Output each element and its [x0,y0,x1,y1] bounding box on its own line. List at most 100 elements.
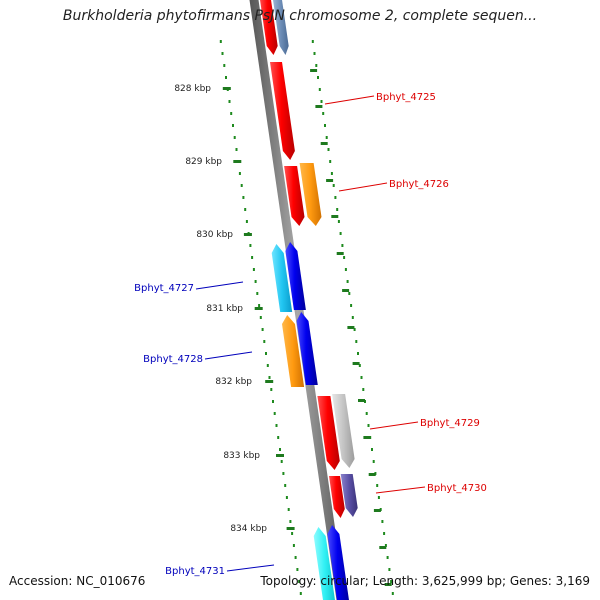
genome-stats-text: Topology: circular; Length: 3,625,999 bp… [260,574,590,588]
gene-arrow-bphyt-4730b[interactable] [340,474,358,517]
major-tick [222,87,231,90]
gene-arrow-bphyt-4729a[interactable] [317,396,340,470]
position-ticks [222,69,392,586]
guide-dot [223,64,226,67]
guide-dot [238,172,241,175]
gene-label-bphyt-4728[interactable]: Bphyt_4728 [143,354,203,365]
gene-label-bphyt-4727[interactable]: Bphyt_4727 [134,283,194,294]
guide-dot [285,496,288,499]
gene-label-bphyt-4730[interactable]: Bphyt_4730 [427,483,487,494]
guide-dot [268,376,271,379]
minor-tick [368,473,376,476]
guide-dot [372,460,375,463]
tick-label-833: 833 kbp [223,451,260,461]
minor-tick [336,252,344,255]
guide-dot [282,472,285,475]
minor-tick [373,509,381,512]
guide-dot [289,520,292,523]
guide-dot [270,388,273,391]
guide-dot [346,280,349,283]
gene-arrow-bphyt-4730a[interactable] [329,476,345,518]
leader-bphyt-4727 [195,281,244,290]
guide-dot [357,352,359,355]
leader-bphyt-4729 [369,421,419,430]
guide-dot [292,544,295,547]
major-tick [276,454,284,457]
guide-dot [330,172,333,175]
guide-dot [325,136,328,139]
guide-dot [242,196,245,199]
gene-label-bphyt-4726[interactable]: Bphyt_4726 [389,179,449,190]
gene-features[interactable] [259,0,358,600]
guide-dot [273,412,276,415]
minor-tick [320,142,328,145]
guide-dot [311,40,314,43]
gene-arrow-top-steel[interactable] [272,0,289,55]
gene-arrow-bphyt-4726a[interactable] [284,166,305,226]
gene-arrow-bphyt-4731b[interactable] [327,525,349,600]
guide-dot [388,568,391,571]
gene-label-bphyt-4729[interactable]: Bphyt_4729 [420,418,480,429]
guide-dot [336,208,339,211]
gene-label-bphyt-4725[interactable]: Bphyt_4725 [376,92,436,103]
guide-dot [350,304,353,307]
guide-dot [390,580,393,583]
guide-dot [329,160,332,163]
guide-dot [232,124,234,127]
guide-dot [337,220,340,223]
guide-dot [339,232,342,235]
gene-arrow-bphyt-4725[interactable] [270,62,295,160]
guide-dot [240,184,243,187]
guide-dot [228,100,231,103]
guide-dot [265,352,267,355]
guide-dot [279,448,281,451]
guide-dot [344,268,347,271]
guide-dot [287,508,290,511]
gene-arrow-bphyt-4727b[interactable] [285,242,306,310]
guide-dot [245,220,248,223]
guide-dot [263,340,266,343]
guide-dot [275,424,278,427]
gene-arrow-bphyt-4728a[interactable] [282,315,305,387]
guide-dot [261,328,264,331]
guide-dot [320,100,323,103]
guide-dot [360,376,363,379]
guide-dot [341,244,344,247]
guide-dot [266,364,269,367]
guide-dot [254,280,257,283]
gene-arrow-bphyt-4727a[interactable] [271,244,293,312]
guide-dot [371,448,373,451]
gene-arrow-bphyt-4729b[interactable] [332,394,355,468]
guide-dot [358,364,361,367]
gene-arrow-bphyt-4731a[interactable] [313,527,336,600]
gene-arrow-bphyt-4728b[interactable] [296,312,318,385]
accession-text: Accession: NC_010676 [9,574,146,588]
guide-dot [233,136,236,139]
minor-tick [352,362,360,365]
guide-dot [391,592,394,595]
gene-arrow-bphyt-4726b[interactable] [299,163,322,226]
guide-dot [327,148,330,151]
major-tick [243,233,252,236]
gene-arrow-top-red[interactable] [259,0,278,55]
guide-dot [284,484,287,487]
minor-tick [326,179,334,182]
major-tick [254,307,263,310]
minor-tick [315,105,323,108]
gene-label-bphyt-4731[interactable]: Bphyt_4731 [165,566,225,577]
guide-dot [277,436,280,439]
tick-label-832: 832 kbp [215,377,252,387]
leader-bphyt-4728 [204,351,253,360]
guide-dot [280,460,283,463]
guide-dot [313,52,316,55]
track-guides [219,40,394,595]
guide-dot [318,88,321,91]
guide-dot [317,76,319,79]
guide-dot [252,268,255,271]
guide-dot [367,424,370,427]
tick-label-828: 828 kbp [174,84,211,94]
guide-dot [315,64,318,67]
guide-dot [334,196,337,199]
guide-dot [362,388,365,391]
leader-bphyt-4726 [338,182,388,192]
